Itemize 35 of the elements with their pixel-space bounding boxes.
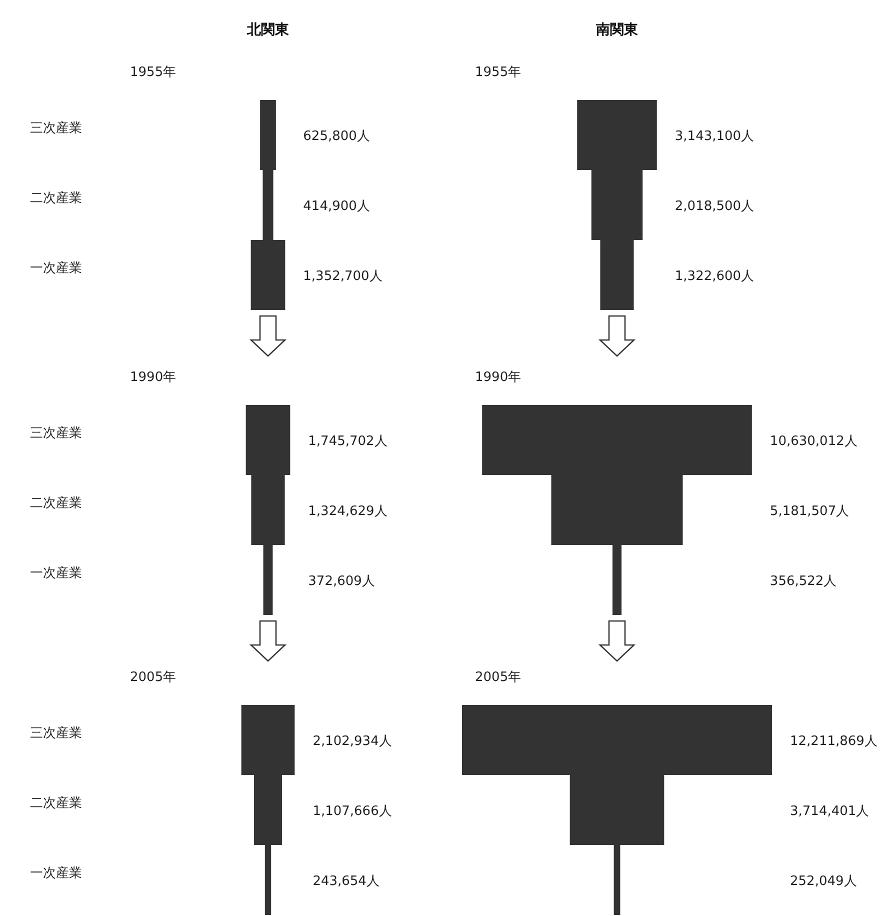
text: 1955年 <box>130 65 176 80</box>
category-label: 二次産業 <box>30 190 82 206</box>
category-label: 二次産業 <box>30 495 82 511</box>
data-label: 2,102,934人 <box>312 734 392 749</box>
text: 1990年 <box>130 370 176 385</box>
text: 1990年 <box>475 370 522 385</box>
category-label: 三次産業 <box>30 120 82 136</box>
category-label: 一次産業 <box>30 865 82 881</box>
data-label: 1,322,600人 <box>674 269 754 284</box>
data-label: 1,352,700人 <box>303 269 382 284</box>
category-label: 二次産業 <box>30 795 82 811</box>
text: 1955年 <box>475 65 522 80</box>
data-label: 1,107,666人 <box>312 804 392 819</box>
data-label: 3,714,401人 <box>790 804 870 819</box>
category-label: 一次産業 <box>30 565 82 581</box>
data-label: 1,745,702人 <box>308 434 388 449</box>
data-label: 252,049人 <box>790 874 857 889</box>
data-label: 414,900人 <box>303 199 370 214</box>
data-label: 3,143,100人 <box>674 129 754 144</box>
category-label: 一次産業 <box>30 260 82 276</box>
data-label: 372,609人 <box>308 574 375 589</box>
text: 南関東 <box>595 22 639 38</box>
text: 2005年 <box>475 670 522 685</box>
category-label: 三次産業 <box>30 725 82 741</box>
data-label: 2,018,500人 <box>674 199 754 214</box>
data-label: 5,181,507人 <box>770 504 850 519</box>
text: 北関東 <box>246 22 290 38</box>
data-label: 10,630,012人 <box>770 434 858 449</box>
data-label: 1,324,629人 <box>308 504 388 519</box>
data-label: 243,654人 <box>312 874 380 889</box>
category-label: 三次産業 <box>30 425 82 441</box>
data-label: 625,800人 <box>303 129 370 144</box>
data-label: 356,522人 <box>770 574 837 589</box>
text: 2005年 <box>130 670 176 685</box>
data-label: 12,211,869人 <box>790 734 878 749</box>
